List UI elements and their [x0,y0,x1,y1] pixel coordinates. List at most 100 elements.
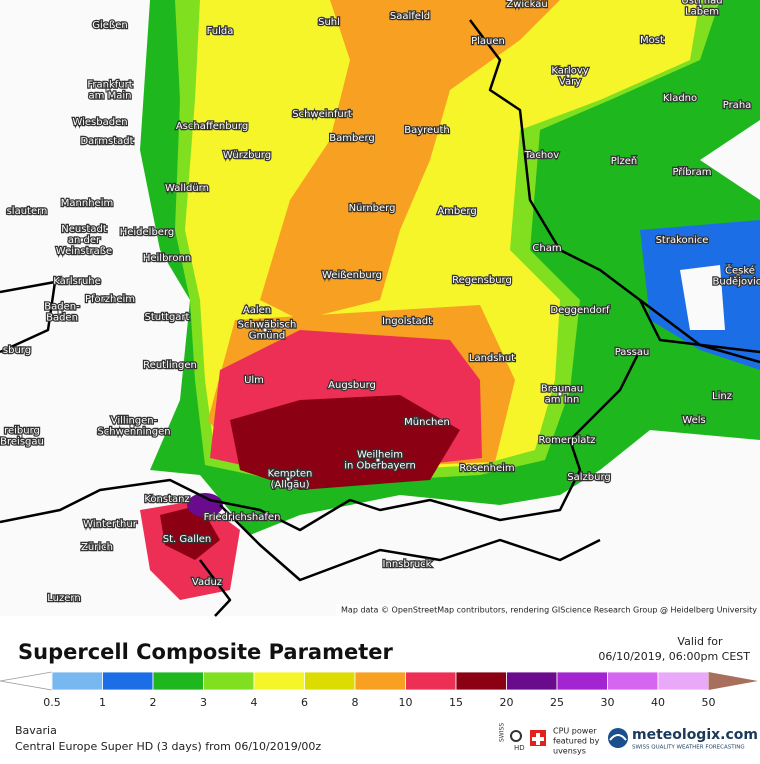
city-label: Weinstraße [56,246,112,257]
city-label: Rosenheim [459,463,514,474]
city-marker [487,355,493,361]
city-label: Villingen- [111,416,158,427]
city-label: Gmünd [249,331,286,342]
city-marker [677,237,683,243]
region: Bavaria [15,724,57,737]
city-marker [105,22,111,28]
city-label: Schwenningen [97,427,170,438]
legend-label: 25 [550,696,564,709]
city-marker [542,245,548,251]
city-label: Vary [559,77,581,88]
city-marker [562,437,568,443]
city-marker [102,138,108,144]
city-marker [182,536,188,542]
swiss-logo [510,730,522,742]
city-label: Breisgau [0,437,44,448]
city-label: Fulda [207,26,234,37]
city-label: Regensburg [452,275,512,286]
city-label: Baden [46,313,78,324]
legend-label: 4 [251,696,258,709]
model-info: Central Europe Super HD (3 days) from 06… [15,740,321,753]
city-marker [215,28,221,34]
city-label: Schwäbisch [238,320,297,331]
city-label: Linz [712,391,732,402]
city-marker [162,314,168,320]
city-label: Heilbronn [143,253,191,264]
city-marker [95,119,101,125]
city-label: Innsbruck [383,559,432,570]
city-label: Saalfeld [390,11,430,22]
city-label: Braunau [541,384,583,395]
city-label: Luzern [47,593,80,604]
swiss-logo-hd: HD [514,744,525,752]
city-marker [324,19,330,25]
city-label: an der [68,235,101,246]
city-label: Ústí nad [681,0,722,7]
border [639,299,760,364]
border [0,349,642,532]
city-marker [105,521,111,527]
brand-logo [608,728,628,748]
valid-label: Valid for [677,635,723,648]
city-label: München [404,417,450,428]
cpu-line: CPU power [553,727,597,736]
city-label: Kladno [663,93,697,104]
legend-label: 1 [99,696,106,709]
city-label: slautern [7,206,48,217]
city-label: Plauen [471,36,505,47]
city-marker [59,595,65,601]
city-marker [105,296,111,302]
city-marker [697,3,703,9]
city-marker [575,307,581,313]
city-marker [405,13,411,19]
city-marker [252,307,258,313]
city-label: Neustadt [61,224,107,235]
city-marker [402,561,408,567]
city-label: Bamberg [329,133,375,144]
city-label: Praha [723,100,752,111]
legend-label: 6 [301,696,308,709]
city-marker [347,382,353,388]
legend-swatch [354,671,406,691]
city-marker [57,309,63,315]
city-marker [285,476,291,482]
city-label: Würzburg [223,150,271,161]
legend-swatch [152,671,204,691]
city-label: Aschaffenburg [176,121,248,132]
city-marker [237,514,243,520]
title: Supercell Composite Parameter [18,640,394,664]
cpu-line: uvensys [553,747,586,756]
legend-swatch [304,671,356,691]
city-marker [477,277,483,283]
city-marker [735,273,741,279]
legend-label: 20 [500,696,514,709]
city-label: Příbram [672,166,711,178]
city-label: Amberg [437,206,476,217]
legend-swatch [657,671,709,691]
city-label: Mannheim [61,198,113,209]
city-label: Ulm [244,375,264,386]
border [199,559,232,617]
brand: meteologix.com [632,727,758,743]
city-label: Wels [682,415,705,426]
legend-swatch [253,671,305,691]
city-marker [207,123,213,129]
city-marker [262,327,268,333]
city-label: Karlsruhe [53,276,101,287]
city-label: in Oberbayern [344,461,416,472]
legend-label: 40 [651,696,665,709]
legend-label: 2 [150,696,157,709]
city-marker [202,579,208,585]
city-label: Friedrichshafen [204,512,281,523]
city-label: Stuttgart [145,312,190,323]
city-marker [72,278,78,284]
color-legend: 0.5 1 2 3 4 6 8 10 15 20 25 30 40 50 [0,671,758,709]
city-marker [537,152,543,158]
city-marker [162,496,168,502]
city-label: Winterthur [83,519,138,530]
city-marker [367,205,373,211]
city-label: St. Gallen [163,534,212,545]
city-label: reiburg [4,426,40,437]
brand-logo-mark [609,734,627,741]
